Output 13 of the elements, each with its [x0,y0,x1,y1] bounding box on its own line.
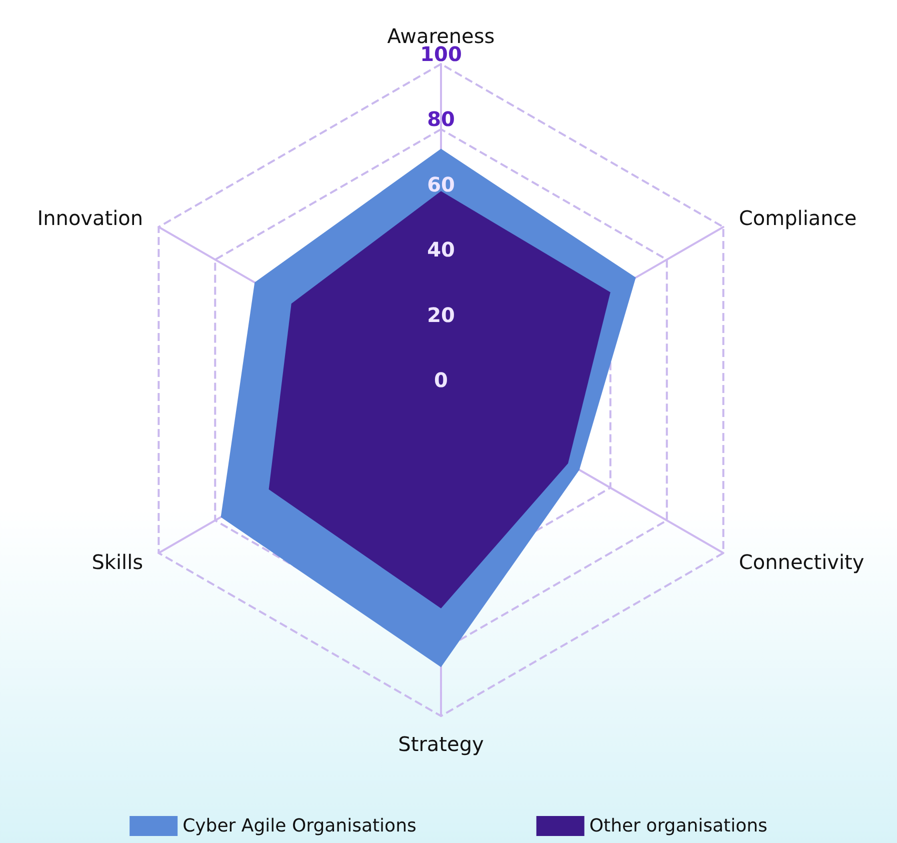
spoke-label: Strategy [398,732,484,756]
y-tick-label: 40 [427,238,455,262]
y-tick-label: 20 [427,302,455,327]
y-tick-label: 60 [427,172,455,196]
spoke-label: Connectivity [738,550,864,574]
y-tick-label: 100 [420,42,462,66]
y-tick-label: 80 [427,107,455,132]
spoke-label: Skills [92,550,144,574]
y-tick-label: 0 [434,368,448,392]
spoke-label: Compliance [738,206,857,230]
legend-label: Cyber Agile Organisations [182,816,416,836]
legend-label: Other organisations [589,816,768,836]
spoke-label: Innovation [37,206,144,230]
